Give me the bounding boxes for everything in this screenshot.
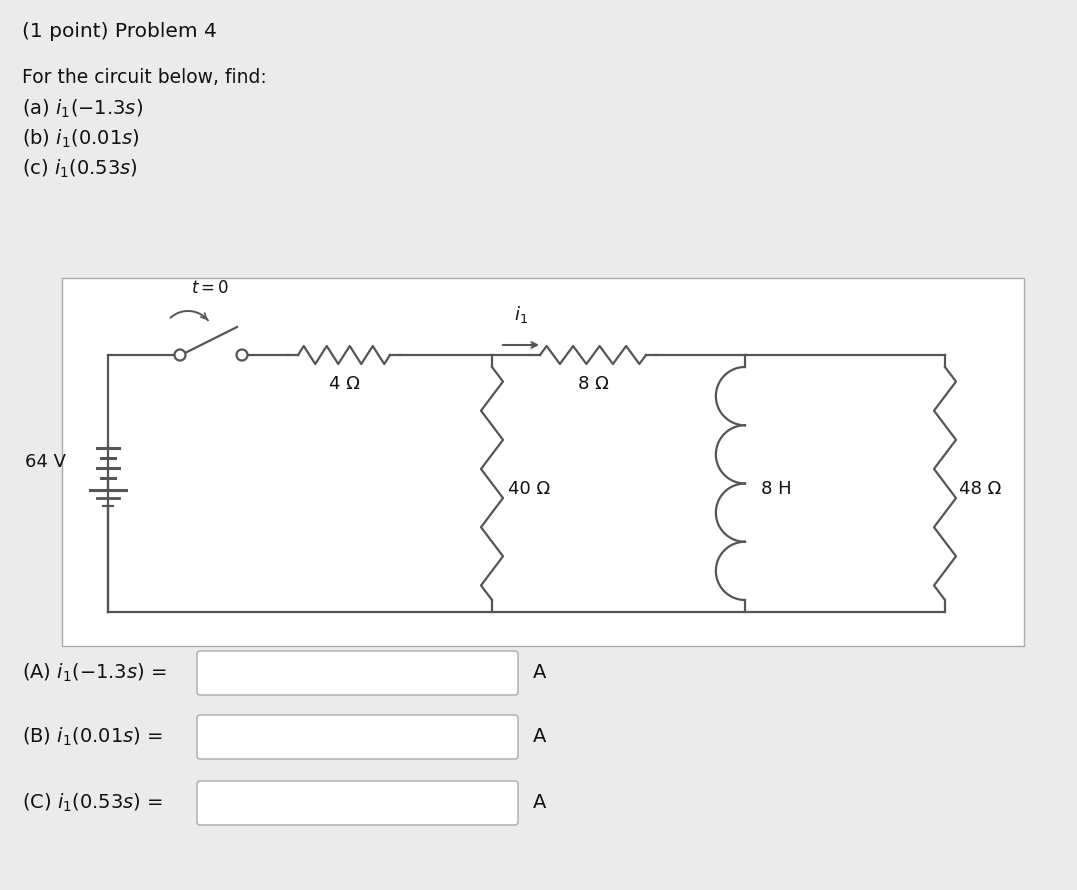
Text: (c) $i_1(0.53s)$: (c) $i_1(0.53s)$ <box>22 158 138 181</box>
FancyBboxPatch shape <box>197 715 518 759</box>
Text: A: A <box>533 794 546 813</box>
Text: 40 Ω: 40 Ω <box>508 480 550 498</box>
Text: 4 Ω: 4 Ω <box>328 375 360 393</box>
Text: (A) $i_1(-1.3s)$ =: (A) $i_1(-1.3s)$ = <box>22 662 167 684</box>
Text: 8 Ω: 8 Ω <box>577 375 609 393</box>
Text: (a) $i_1(-1.3s)$: (a) $i_1(-1.3s)$ <box>22 98 143 120</box>
Text: (1 point) Problem 4: (1 point) Problem 4 <box>22 22 216 41</box>
FancyBboxPatch shape <box>197 651 518 695</box>
FancyBboxPatch shape <box>62 278 1024 646</box>
Text: 8 H: 8 H <box>761 480 792 498</box>
Text: 64 V: 64 V <box>25 453 66 471</box>
Text: A: A <box>533 664 546 683</box>
Circle shape <box>237 350 248 360</box>
Text: (B) $i_1(0.01s)$ =: (B) $i_1(0.01s)$ = <box>22 726 163 748</box>
Text: 48 Ω: 48 Ω <box>959 480 1002 498</box>
Text: A: A <box>533 727 546 747</box>
FancyBboxPatch shape <box>197 781 518 825</box>
Text: (b) $i_1(0.01s)$: (b) $i_1(0.01s)$ <box>22 128 140 150</box>
Text: (C) $i_1(0.53s)$ =: (C) $i_1(0.53s)$ = <box>22 792 163 814</box>
Text: $t = 0$: $t = 0$ <box>191 279 229 297</box>
Text: $i_1$: $i_1$ <box>514 304 528 325</box>
Text: For the circuit below, find:: For the circuit below, find: <box>22 68 267 87</box>
Circle shape <box>174 350 185 360</box>
